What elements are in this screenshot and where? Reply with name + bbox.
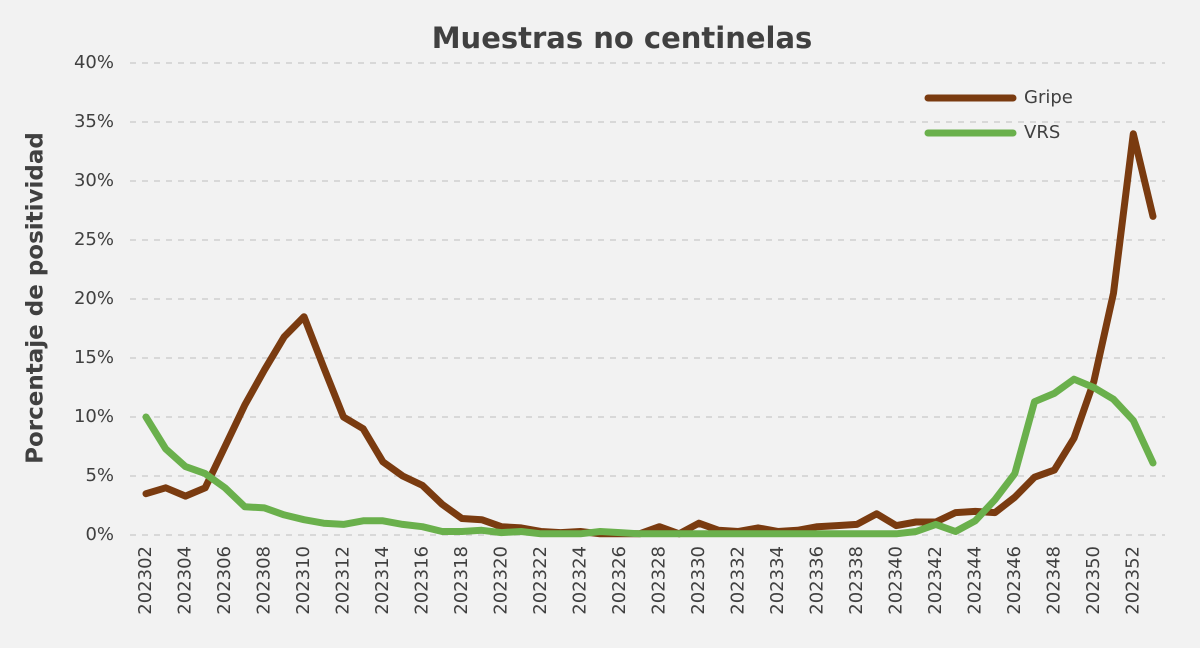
x-tick-label: 202308 (253, 546, 274, 615)
legend-label: VRS (1024, 122, 1060, 143)
x-tick-label: 202324 (569, 546, 590, 615)
x-tick-label: 202318 (451, 546, 472, 615)
x-tick-label: 202302 (135, 546, 156, 615)
x-tick-label: 202328 (648, 546, 669, 615)
y-tick-label: 25% (74, 229, 114, 250)
y-tick-label: 40% (74, 52, 114, 73)
x-tick-label: 202320 (490, 546, 511, 615)
x-tick-label: 202310 (293, 546, 314, 615)
y-tick-label: 20% (74, 288, 114, 309)
x-tick-label: 202340 (885, 546, 906, 615)
x-tick-label: 202348 (1043, 546, 1064, 615)
x-tick-label: 202336 (806, 546, 827, 615)
x-tick-label: 202352 (1122, 546, 1143, 615)
x-tick-label: 202334 (767, 546, 788, 615)
x-tick-label: 202350 (1083, 546, 1104, 615)
series-line (142, 375, 1157, 538)
x-tick-label: 202322 (530, 546, 551, 615)
legend-label: Gripe (1024, 87, 1073, 108)
y-tick-label: 15% (74, 347, 114, 368)
x-tick-label: 202342 (925, 546, 946, 615)
x-tick-label: 202306 (214, 546, 235, 615)
x-tick-label: 202332 (727, 546, 748, 615)
x-tick-label: 202344 (964, 546, 985, 615)
x-tick-label: 202326 (609, 546, 630, 615)
y-tick-label: 5% (85, 465, 114, 486)
y-tick-label: 10% (74, 406, 114, 427)
x-tick-label: 202338 (846, 546, 867, 615)
x-tick-label: 202304 (174, 546, 195, 615)
x-tick-label: 202312 (332, 546, 353, 615)
y-axis-label: Porcentaje de positividad (23, 132, 49, 464)
x-tick-label: 202346 (1004, 546, 1025, 615)
x-tick-label: 202314 (372, 546, 393, 615)
y-tick-label: 35% (74, 111, 114, 132)
y-tick-label: 0% (85, 524, 114, 545)
chart-title: Muestras no centinelas (432, 21, 813, 55)
x-tick-label: 202330 (688, 546, 709, 615)
y-tick-label: 30% (74, 170, 114, 191)
x-tick-label: 202316 (411, 546, 432, 615)
